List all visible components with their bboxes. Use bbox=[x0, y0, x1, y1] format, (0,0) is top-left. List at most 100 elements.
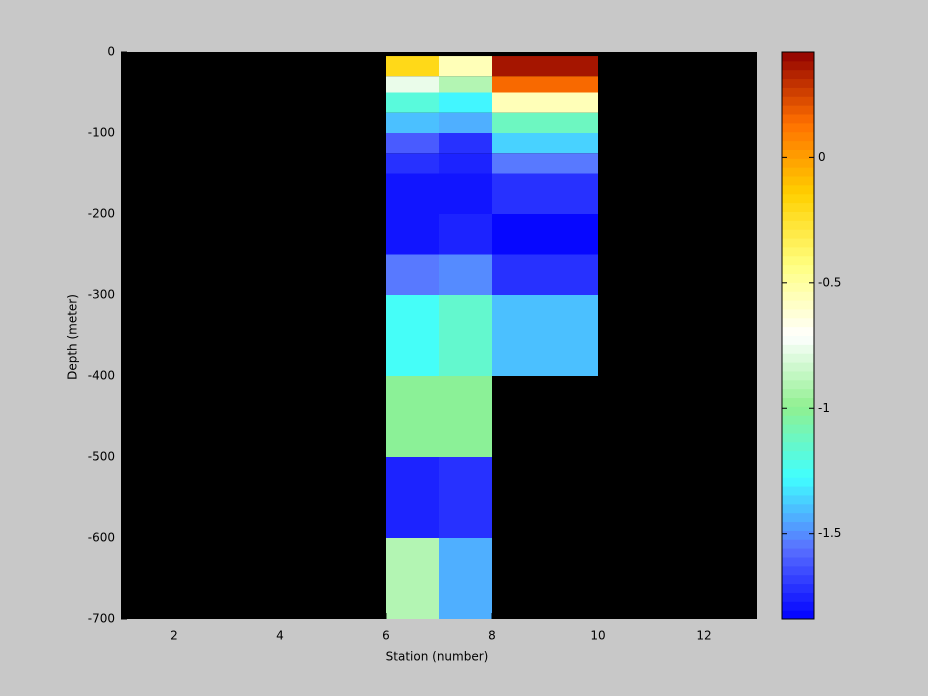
x-tick-label: 10 bbox=[590, 629, 605, 643]
heatmap-cell bbox=[439, 56, 492, 77]
heatmap-cell bbox=[439, 457, 492, 538]
x-axis-label: Station (number) bbox=[386, 650, 489, 664]
colorbar-band bbox=[782, 229, 814, 239]
colorbar-band bbox=[782, 441, 814, 452]
colorbar-band bbox=[782, 87, 814, 97]
colorbar-band bbox=[782, 610, 814, 620]
heatmap-cell bbox=[386, 295, 439, 376]
x-tick-label: 12 bbox=[696, 629, 711, 643]
y-tick-label: -700 bbox=[88, 612, 115, 626]
heatmap-cell bbox=[492, 173, 598, 214]
y-tick-label: -300 bbox=[88, 288, 115, 302]
heatmap-cell bbox=[439, 376, 492, 457]
colorbar-band bbox=[782, 308, 814, 319]
colorbar-band bbox=[782, 211, 814, 221]
heatmap-cell bbox=[439, 92, 492, 113]
colorbar-band bbox=[782, 60, 814, 71]
heatmap-cell bbox=[386, 173, 439, 214]
colorbar-band bbox=[782, 548, 814, 558]
colorbar-band bbox=[782, 246, 814, 257]
heatmap-cell bbox=[492, 295, 598, 376]
heatmap-cell bbox=[492, 133, 598, 154]
colorbar-band bbox=[782, 317, 814, 328]
heatmap-cell bbox=[492, 153, 598, 174]
colorbar-band bbox=[782, 255, 814, 266]
heatmap-cell bbox=[386, 457, 439, 538]
x-tick-label: 6 bbox=[382, 629, 390, 643]
colorbar-band bbox=[782, 486, 814, 496]
heatmap-cell bbox=[492, 214, 598, 255]
colorbar-band bbox=[782, 193, 814, 204]
colorbar-band bbox=[782, 326, 814, 336]
colorbar-band bbox=[782, 78, 814, 88]
heatmap-cell bbox=[386, 92, 439, 113]
heatmap-cell bbox=[439, 112, 492, 133]
y-tick-label: 0 bbox=[107, 45, 115, 59]
colorbar-band bbox=[782, 362, 814, 372]
heatmap-cell bbox=[439, 538, 492, 619]
heatmap-cell bbox=[492, 112, 598, 133]
colorbar-band bbox=[782, 477, 814, 487]
heatmap-cell bbox=[386, 112, 439, 133]
x-tick-label: 8 bbox=[488, 629, 496, 643]
colorbar-band bbox=[782, 424, 814, 434]
heatmap-cell bbox=[439, 76, 492, 93]
colorbar-band bbox=[782, 131, 814, 142]
colorbar-band bbox=[782, 556, 814, 567]
colorbar-band bbox=[782, 335, 814, 345]
colorbar-band bbox=[782, 273, 814, 283]
colorbar-band bbox=[782, 114, 814, 124]
heatmap-cell bbox=[386, 538, 439, 619]
heatmap-cell bbox=[386, 56, 439, 77]
heatmap-cell bbox=[386, 153, 439, 174]
colorbar-band bbox=[782, 432, 814, 443]
heatmap-cell bbox=[439, 133, 492, 154]
colorbar-band bbox=[782, 69, 814, 80]
x-tick-label: 2 bbox=[170, 629, 178, 643]
colorbar-band bbox=[782, 450, 814, 461]
heatmap-cell bbox=[439, 173, 492, 214]
colorbar-band bbox=[782, 105, 814, 115]
colorbar-band bbox=[782, 494, 814, 505]
y-tick-label: -100 bbox=[88, 126, 115, 140]
heatmap-cell bbox=[386, 376, 439, 457]
colorbar-frame bbox=[781, 51, 815, 620]
y-tick-label: -200 bbox=[88, 207, 115, 221]
colorbar-tick-label: -1.5 bbox=[818, 526, 841, 540]
colorbar-band bbox=[782, 539, 814, 549]
heatmap-cell bbox=[439, 254, 492, 295]
colorbar-band bbox=[782, 592, 814, 602]
colorbar-band bbox=[782, 530, 814, 540]
colorbar-band bbox=[782, 370, 814, 381]
colorbar-band bbox=[782, 220, 814, 230]
y-tick-label: -400 bbox=[88, 369, 115, 383]
colorbar-band bbox=[782, 176, 814, 186]
heatmap-cell bbox=[492, 92, 598, 113]
colorbar-band bbox=[782, 415, 814, 425]
colorbar-band bbox=[782, 122, 814, 133]
colorbar-band bbox=[782, 406, 814, 416]
colorbar-band bbox=[782, 344, 814, 354]
heatmap-cell bbox=[386, 254, 439, 295]
colorbar-band bbox=[782, 184, 814, 195]
colorbar-band bbox=[782, 565, 814, 576]
colorbar-band bbox=[782, 52, 814, 62]
colorbar-band bbox=[782, 583, 814, 593]
colorbar-band bbox=[782, 353, 814, 363]
colorbar-band bbox=[782, 388, 814, 399]
heatmap-cell bbox=[492, 76, 598, 93]
colorbar-band bbox=[782, 601, 814, 611]
y-tick-label: -600 bbox=[88, 531, 115, 545]
colorbar-band bbox=[782, 291, 814, 301]
colorbar-tick-label: -1 bbox=[818, 401, 830, 415]
heatmap-cell bbox=[439, 295, 492, 376]
colorbar-band bbox=[782, 140, 814, 150]
colorbar-band bbox=[782, 167, 814, 177]
y-axis-label: Depth (meter) bbox=[66, 294, 80, 380]
colorbar-band bbox=[782, 300, 814, 310]
colorbar-band bbox=[782, 521, 814, 531]
colorbar-band bbox=[782, 503, 814, 514]
heatmap-cell bbox=[386, 133, 439, 154]
